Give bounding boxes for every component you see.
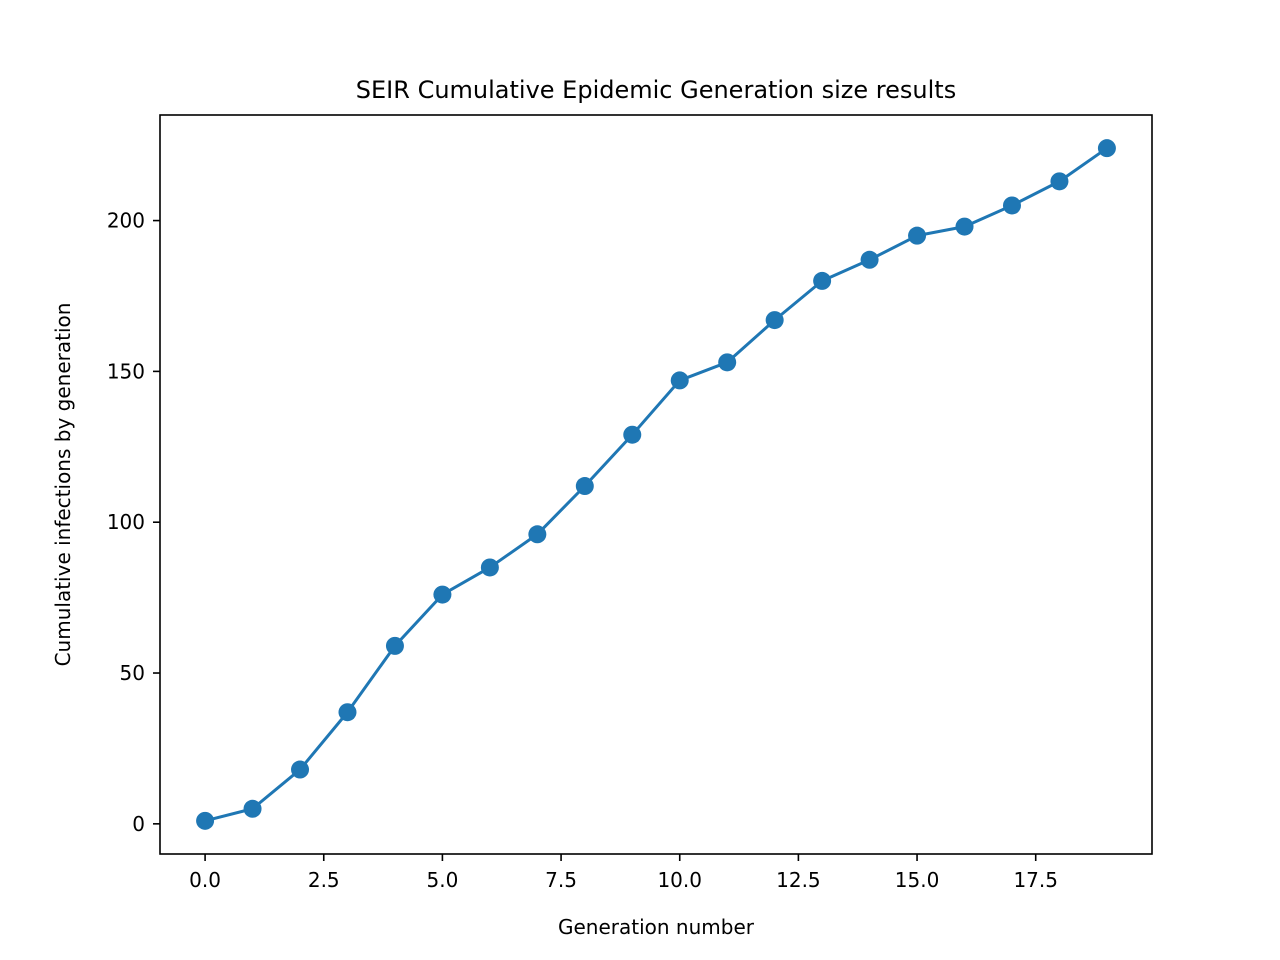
data-point: [908, 226, 927, 245]
x-tick-label: 7.5: [545, 868, 577, 892]
x-axis-label: Generation number: [558, 915, 755, 939]
data-point: [385, 636, 404, 655]
data-point: [955, 217, 974, 236]
data-point: [575, 477, 594, 496]
y-axis-label: Cumulative infections by generation: [51, 303, 75, 667]
x-tick-label: 0.0: [189, 868, 221, 892]
chart-title: SEIR Cumulative Epidemic Generation size…: [356, 76, 956, 104]
y-tick-label: 0: [132, 812, 145, 836]
y-tick-label: 150: [107, 359, 145, 383]
plot-area: [196, 139, 1116, 830]
axes-frame: [159, 114, 1153, 855]
x-tick-label: 5.0: [427, 868, 459, 892]
y-tick-label: 200: [107, 209, 145, 233]
data-point: [196, 811, 215, 830]
data-point: [528, 525, 547, 544]
x-tick-label: 17.5: [1013, 868, 1058, 892]
data-point: [433, 585, 452, 604]
data-point: [291, 760, 310, 779]
data-point: [813, 271, 832, 290]
data-point: [243, 799, 262, 818]
x-tick-label: 15.0: [895, 868, 940, 892]
x-axis-ticks: 0.0 2.5 5.0 7.5 10.0 12.5 15.0 17.5: [189, 854, 1058, 892]
x-tick-label: 2.5: [308, 868, 340, 892]
data-point: [860, 250, 879, 269]
data-point: [480, 558, 499, 577]
data-point: [338, 703, 357, 722]
x-tick-label: 10.0: [657, 868, 702, 892]
data-point: [1002, 196, 1021, 215]
data-point: [718, 353, 737, 372]
y-tick-label: 50: [120, 661, 145, 685]
data-point: [623, 425, 642, 444]
y-axis-ticks: 0 50 100 150 200: [107, 209, 160, 836]
data-point: [765, 311, 784, 330]
data-point: [670, 371, 689, 390]
data-point: [1097, 139, 1116, 158]
x-tick-label: 12.5: [776, 868, 821, 892]
data-point: [1050, 172, 1069, 191]
y-tick-label: 100: [107, 510, 145, 534]
